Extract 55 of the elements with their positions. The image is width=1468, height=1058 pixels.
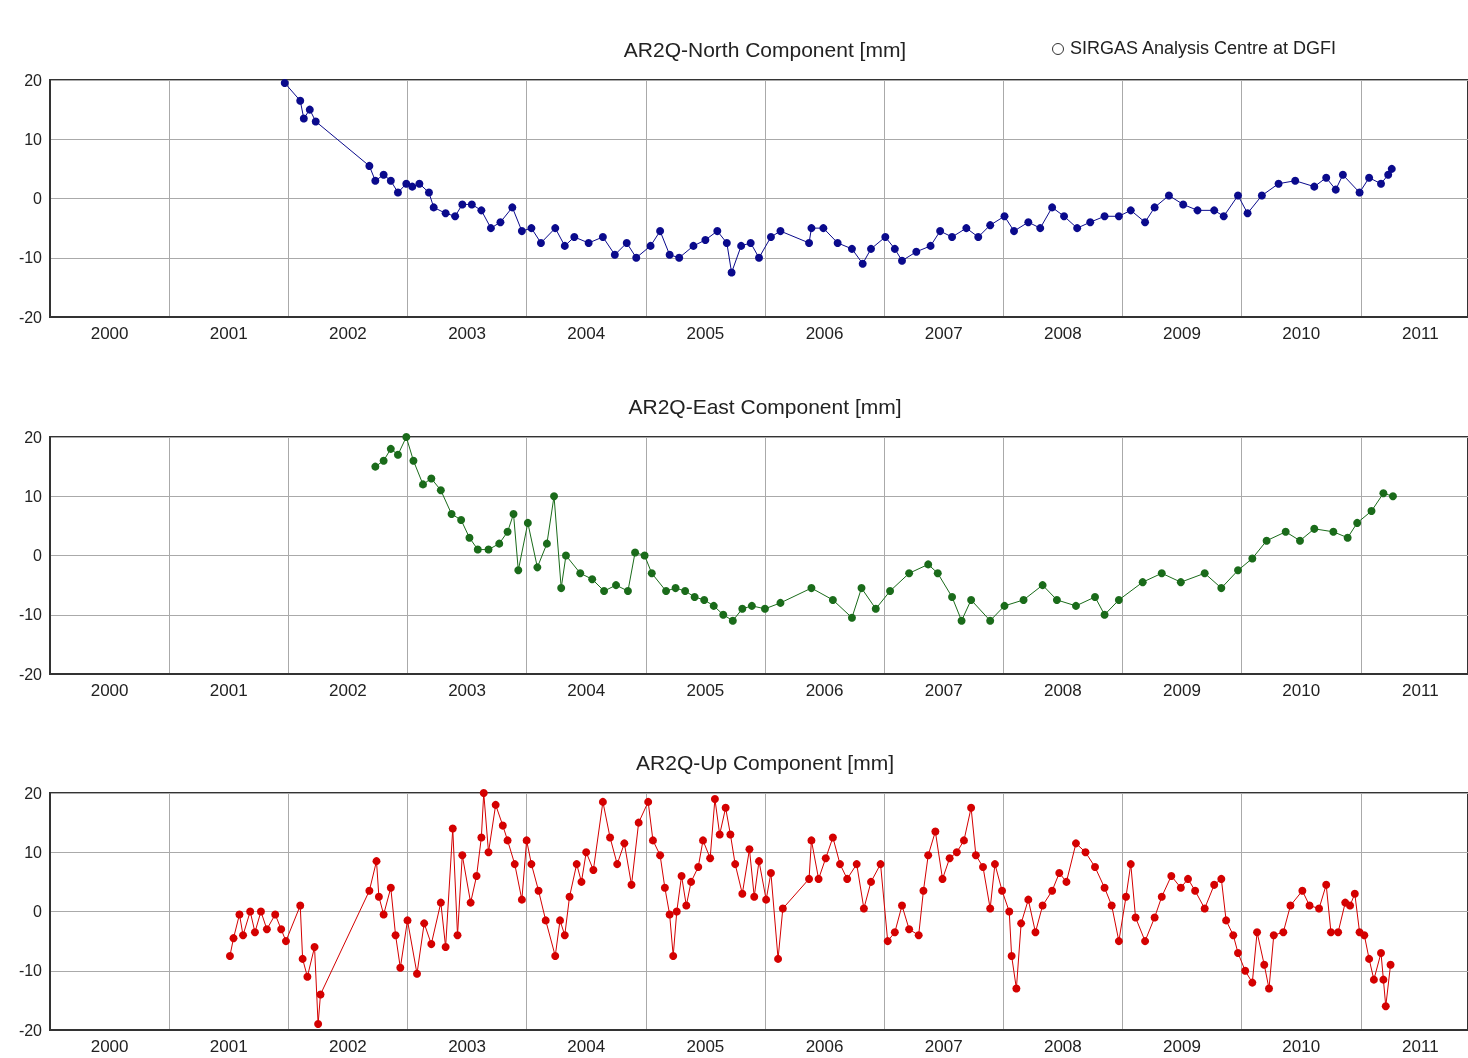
y-tick-label: -10: [18, 962, 43, 980]
x-tick-label: 2008: [1043, 1037, 1082, 1056]
y-tick-label: -20: [18, 308, 43, 326]
x-tick-label: 2007: [924, 1037, 963, 1056]
x-tick-label: 2007: [924, 324, 963, 343]
x-tick-label: 2008: [1043, 681, 1082, 700]
y-tick-label: -20: [18, 1021, 43, 1039]
x-tick-label: 2005: [686, 681, 725, 700]
text: SIRGAS Analysis Centre at DGFI: [1070, 38, 1337, 59]
x-tick-label: 2009: [1163, 681, 1201, 700]
x-tick-label: 2011: [1402, 324, 1439, 343]
x-tick-label: 2010: [1282, 324, 1321, 343]
y-tick-label: 0: [33, 190, 43, 207]
y-tick-label: 10: [24, 130, 43, 148]
y-tick-label: -10: [18, 249, 43, 267]
x-tick-label: 2005: [686, 324, 725, 343]
x-tick-label: 2003: [448, 1037, 486, 1056]
y-tick-label: 20: [24, 428, 43, 446]
x-tick-label: 2011: [1402, 681, 1439, 700]
x-tick-label: 2010: [1282, 681, 1321, 700]
x-tick-label: 2008: [1043, 324, 1082, 343]
y-tick-label: 0: [33, 547, 43, 564]
y-tick-label: 20: [24, 71, 43, 89]
x-tick-label: 2006: [805, 1037, 844, 1056]
x-tick-label: 2003: [448, 324, 486, 343]
x-tick-label: 2002: [328, 324, 367, 343]
chart-title: AR2Q-Up Component [mm]: [636, 751, 894, 774]
x-tick-label: 2000: [90, 324, 129, 343]
x-tick-label: 2003: [448, 681, 486, 700]
y-tick-label: 0: [33, 903, 43, 920]
x-tick-label: 2005: [686, 1037, 725, 1056]
x-tick-label: 2006: [805, 681, 844, 700]
x-tick-label: 2004: [567, 1037, 606, 1056]
y-tick-label: 10: [24, 843, 43, 861]
chart-title: AR2Q-North Component [mm]: [623, 38, 907, 61]
y-tick-label: 20: [24, 784, 43, 802]
x-tick-label: 2004: [567, 681, 606, 700]
x-tick-label: 2001: [209, 1037, 248, 1056]
y-tick-label: -10: [18, 606, 43, 624]
x-tick-label: 2007: [924, 681, 963, 700]
y-tick-label: -20: [18, 665, 43, 683]
x-tick-label: 2002: [328, 681, 367, 700]
x-tick-label: 2010: [1282, 1037, 1321, 1056]
x-tick-label: 2011: [1402, 1037, 1439, 1056]
x-tick-label: 2009: [1163, 1037, 1201, 1056]
x-tick-label: 2006: [805, 324, 844, 343]
x-tick-label: 2001: [209, 681, 248, 700]
x-tick-label: 2009: [1163, 324, 1201, 343]
x-tick-label: 2001: [209, 324, 248, 343]
x-tick-label: 2000: [90, 1037, 129, 1056]
chart-title: AR2Q-East Component [mm]: [628, 395, 902, 418]
x-tick-label: 2004: [567, 324, 606, 343]
x-tick-label: 2002: [328, 1037, 367, 1056]
x-tick-label: 2000: [90, 681, 129, 700]
y-tick-label: 10: [24, 487, 43, 505]
